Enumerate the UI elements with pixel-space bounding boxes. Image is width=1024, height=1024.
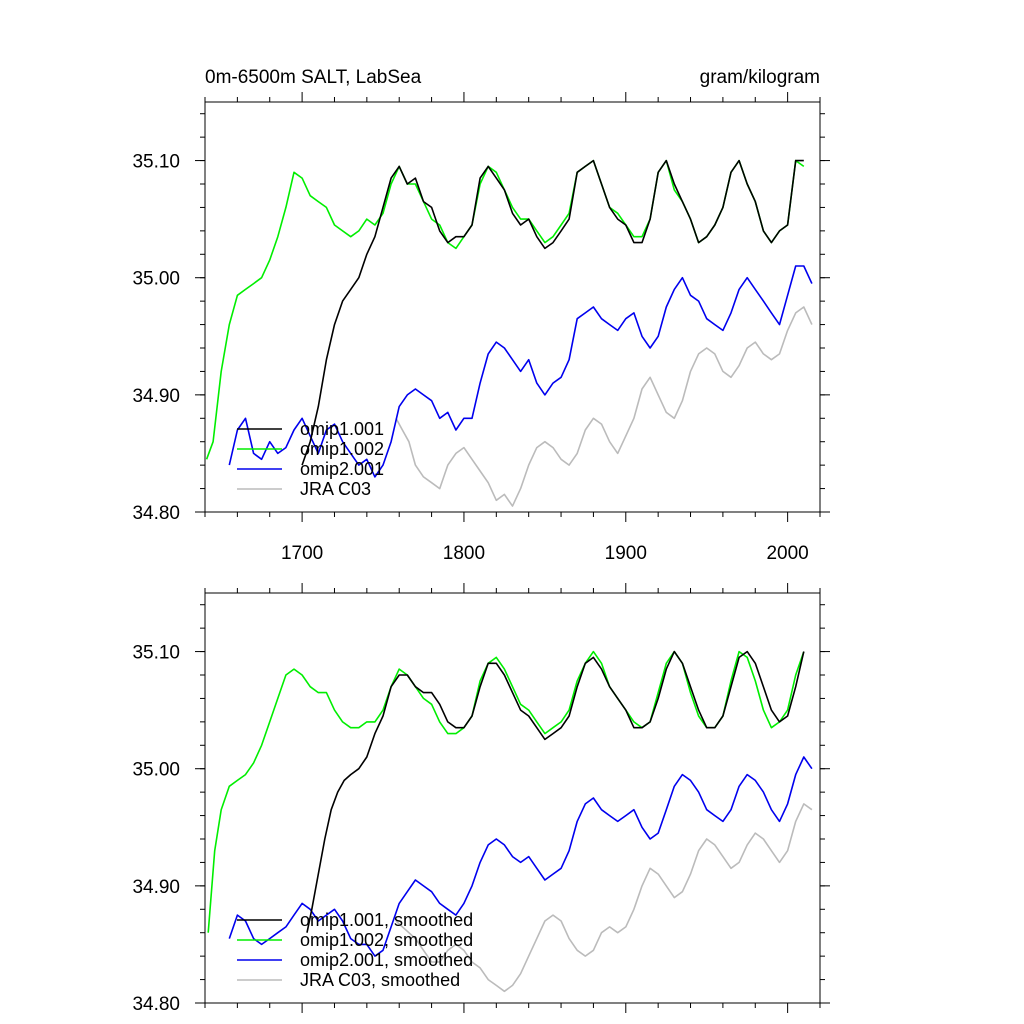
series-line-3 bbox=[395, 306, 813, 507]
y-tick-label: 35.00 bbox=[132, 269, 180, 290]
x-tick-label: 1700 bbox=[281, 543, 323, 564]
y-tick-label: 34.90 bbox=[132, 877, 180, 898]
legend-label-3: JRA C03, smoothed bbox=[300, 970, 460, 990]
series-line-0 bbox=[301, 159, 804, 466]
y-tick-label: 35.00 bbox=[132, 760, 180, 781]
series-line-2 bbox=[228, 756, 813, 957]
y-tick-label: 35.10 bbox=[132, 643, 180, 664]
y-tick-label: 34.90 bbox=[132, 386, 180, 407]
y-tick-label: 34.80 bbox=[132, 994, 180, 1015]
legend-label-2: omip2.001 bbox=[300, 459, 384, 479]
legend-label-2: omip2.001, smoothed bbox=[300, 950, 473, 970]
units-label: gram/kilogram bbox=[700, 67, 820, 88]
x-tick-label: 2000 bbox=[766, 543, 808, 564]
series-line-0 bbox=[306, 650, 805, 933]
y-tick-label: 34.80 bbox=[132, 503, 180, 524]
legend-label-3: JRA C03 bbox=[300, 479, 371, 499]
series-line-3 bbox=[395, 803, 813, 993]
legend-label-0: omip1.001 bbox=[300, 419, 384, 439]
plot-frame bbox=[204, 101, 821, 513]
top-panel: 1700 1800 1900 2000 34.80 34.90 35.00 35.10 omip… bbox=[132, 92, 830, 564]
x-tick-label: 1800 bbox=[443, 543, 485, 564]
legend-label-1: omip1.002 bbox=[300, 439, 384, 459]
y-tick-label: 35.10 bbox=[132, 152, 180, 173]
series-line-2 bbox=[228, 265, 813, 478]
legend-label-0: omip1.001, smoothed bbox=[300, 910, 473, 930]
plot-frame bbox=[204, 592, 821, 1004]
series-line-1 bbox=[207, 650, 805, 933]
x-tick-label: 1900 bbox=[605, 543, 647, 564]
legend-label-1: omip1.002, smoothed bbox=[300, 930, 473, 950]
panel-title: 0m-6500m SALT, LabSea bbox=[205, 67, 422, 88]
series-line-1 bbox=[205, 159, 805, 460]
